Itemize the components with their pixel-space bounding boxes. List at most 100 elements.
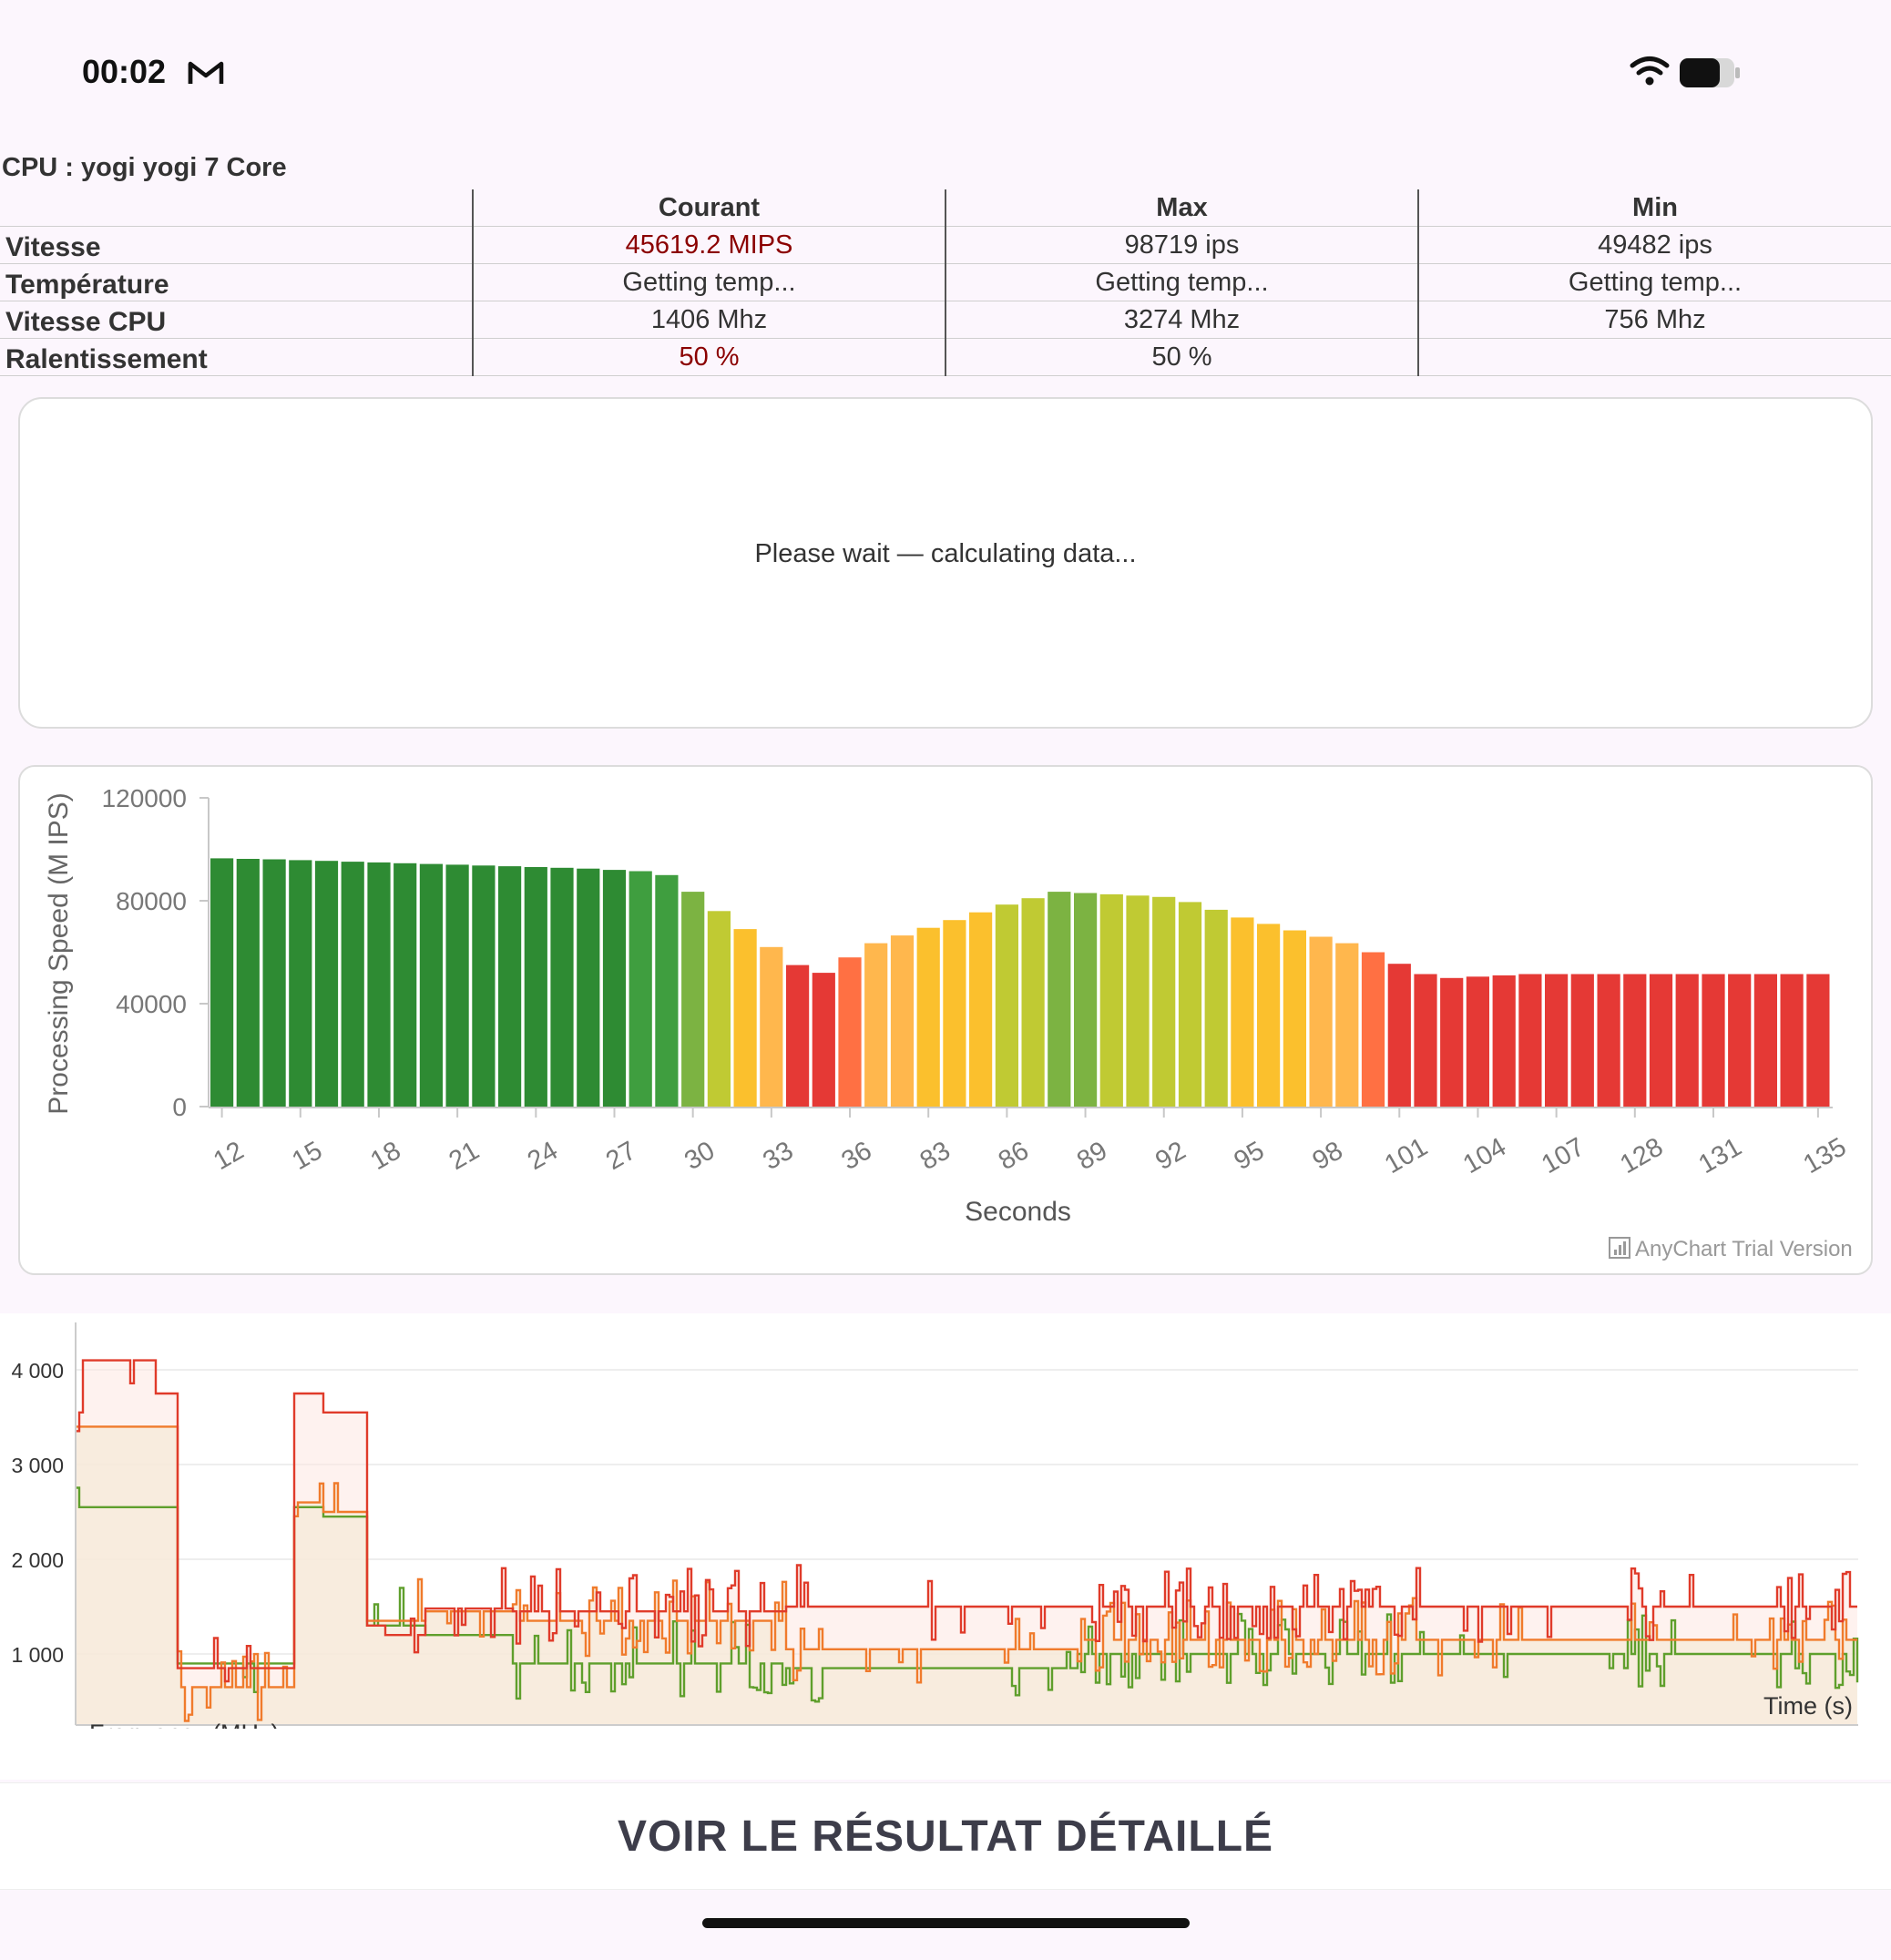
- table-row: Vitesse CPU 1406 Mhz 3274 Mhz 756 Mhz: [0, 301, 1891, 339]
- bar: [707, 911, 731, 1107]
- table-row: Température Getting temp... Getting temp…: [0, 263, 1891, 301]
- bar: [786, 965, 810, 1107]
- row-label: Vitesse: [0, 226, 473, 264]
- bar: [1126, 895, 1150, 1107]
- table-cell: 50 %: [945, 338, 1418, 376]
- bar: [838, 957, 862, 1107]
- bar: [472, 865, 496, 1107]
- view-detailed-result-button[interactable]: VOIR LE RÉSULTAT DÉTAILLÉ: [0, 1782, 1891, 1890]
- x-tick-label: 86: [994, 1136, 1034, 1176]
- battery-icon: [1680, 58, 1740, 87]
- bar: [629, 871, 652, 1107]
- cpu-title: CPU : yogi yogi 7 Core: [2, 153, 287, 182]
- bar: [1440, 977, 1464, 1108]
- bar-chart-svg: 0 40000 80000 120000 Processing Speed (M IPS…: [44, 784, 1853, 1261]
- x-tick-label: 95: [1229, 1136, 1269, 1176]
- bar: [1753, 974, 1777, 1107]
- bar: [681, 892, 705, 1107]
- x-tick-label: 101: [1380, 1132, 1433, 1179]
- row-label: Vitesse CPU: [0, 301, 473, 339]
- bar: [394, 863, 417, 1107]
- bar: [1361, 952, 1385, 1107]
- bar: [1152, 896, 1176, 1107]
- x-tick-label: 128: [1615, 1132, 1668, 1179]
- series-line: [76, 1359, 1857, 1683]
- x-tick-label: 135: [1798, 1132, 1851, 1179]
- table-header: [0, 189, 473, 227]
- table-cell: 50 %: [472, 338, 946, 376]
- x-tick-label: 12: [209, 1136, 249, 1176]
- x-tick-label: 89: [1072, 1136, 1112, 1176]
- row-label: Ralentissement: [0, 338, 473, 376]
- bar: [1466, 976, 1489, 1107]
- table-cell: Getting temp...: [945, 263, 1418, 301]
- bar: [916, 927, 940, 1107]
- bar: [1518, 974, 1542, 1107]
- x-tick-label: 15: [287, 1136, 327, 1176]
- credit-icon-bar: [1619, 1245, 1621, 1255]
- wifi-icon: [1630, 56, 1670, 86]
- bar: [1283, 930, 1306, 1107]
- x-tick-label: 36: [837, 1136, 877, 1176]
- x-tick-label: 30: [680, 1136, 720, 1176]
- series-line: [76, 1486, 1859, 1703]
- bar: [812, 973, 835, 1107]
- table-header: Courant: [472, 189, 946, 227]
- x-axis-title: Time (s): [1763, 1692, 1853, 1720]
- bar: [655, 874, 679, 1108]
- wait-message: Please wait — calculating data...: [754, 539, 1137, 568]
- status-bar: 00:02: [0, 0, 1891, 137]
- y-tick-label: 120000: [102, 784, 187, 812]
- bar: [1597, 974, 1620, 1107]
- x-tick-label: 18: [365, 1136, 405, 1176]
- home-indicator[interactable]: [702, 1918, 1190, 1928]
- bar: [1780, 974, 1804, 1107]
- bar: [210, 858, 234, 1107]
- bar: [1257, 924, 1281, 1107]
- credit-icon-bar: [1614, 1250, 1617, 1255]
- bar: [995, 904, 1018, 1107]
- y-tick-label: 0: [172, 1093, 187, 1121]
- bar: [943, 920, 966, 1107]
- bar: [1414, 974, 1437, 1107]
- bar: [1231, 917, 1254, 1107]
- bar: [760, 946, 783, 1107]
- bar: [367, 862, 391, 1107]
- status-time: 00:02: [82, 53, 167, 90]
- calculating-card: Please wait — calculating data...: [18, 397, 1873, 729]
- bar: [341, 862, 364, 1107]
- bar: [1335, 943, 1359, 1107]
- bar: [1570, 974, 1594, 1107]
- chart-credit-icon: [1609, 1237, 1630, 1259]
- table-cell: 45619.2 MIPS: [472, 226, 946, 264]
- table-cell: 756 Mhz: [1417, 301, 1891, 339]
- table-header-row: Courant Max Min: [0, 189, 1891, 227]
- bar: [1021, 898, 1045, 1107]
- bar: [1309, 936, 1333, 1107]
- bar: [864, 943, 888, 1107]
- y-tick-label: 80000: [116, 887, 187, 915]
- bar: [236, 859, 260, 1107]
- y-tick-label: 40000: [116, 990, 187, 1018]
- bar: [1492, 975, 1516, 1107]
- x-tick-label: 104: [1458, 1132, 1511, 1179]
- bar: [733, 929, 757, 1107]
- x-tick-label: 83: [915, 1136, 956, 1176]
- bar: [262, 859, 286, 1107]
- table-header: Max: [945, 189, 1418, 227]
- bar: [1806, 974, 1830, 1107]
- x-tick-label: 131: [1694, 1132, 1747, 1179]
- y-axis-title: Processing Speed (M IPS): [44, 792, 74, 1114]
- bar: [1387, 964, 1411, 1107]
- bar: [289, 860, 312, 1107]
- y-tick-label: 2 000: [11, 1548, 64, 1572]
- table-row: Vitesse 45619.2 MIPS 98719 ips 49482 ips: [0, 226, 1891, 264]
- processing-speed-chart: 0 40000 80000 120000 Processing Speed (M IPS…: [18, 765, 1873, 1275]
- area-fill: [76, 1426, 1857, 1725]
- y-tick-label: 1 000: [11, 1643, 64, 1667]
- bar: [498, 866, 522, 1107]
- credit-icon-bar: [1623, 1241, 1626, 1255]
- table-cell: 49482 ips: [1417, 226, 1891, 264]
